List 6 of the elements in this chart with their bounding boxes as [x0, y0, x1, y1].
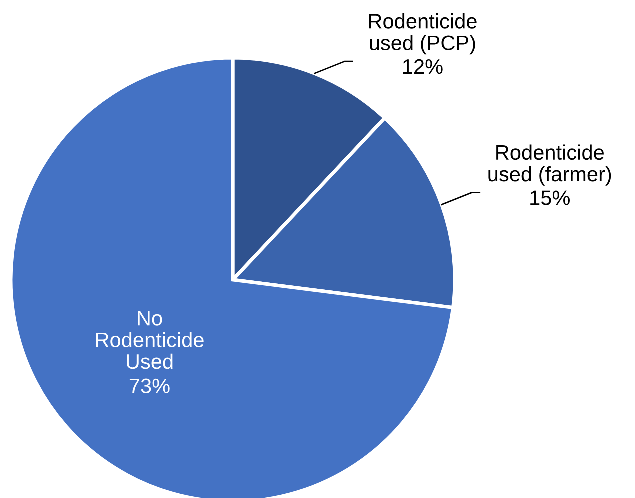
data-label: 12% — [403, 59, 443, 74]
data-label: 15% — [530, 190, 570, 206]
slice-label: No Rodenticide Used — [96, 311, 204, 370]
data-label: 73% — [130, 378, 170, 394]
slice-label: Rodenticide used (farmer) — [488, 144, 612, 186]
slice-label: Rodenticide used (PCP) — [369, 14, 477, 55]
